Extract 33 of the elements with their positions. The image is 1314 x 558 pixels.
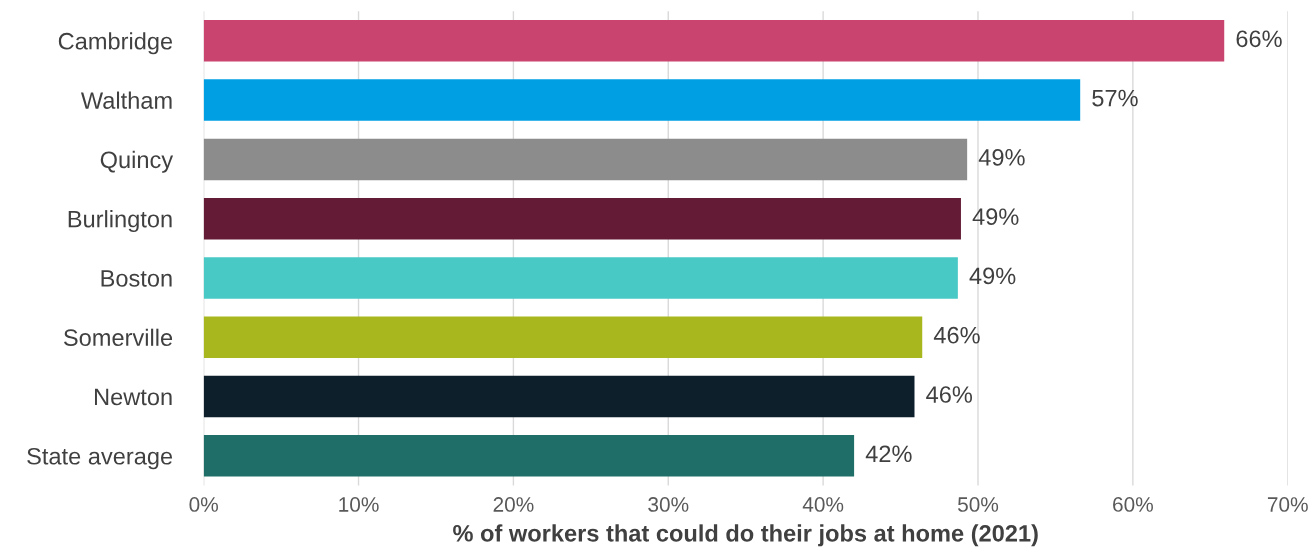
- x-tick-label: 20%: [493, 497, 534, 512]
- bar: [203, 197, 961, 240]
- bar: [203, 316, 923, 358]
- x-tick-label: 0%: [189, 497, 218, 512]
- data-label: 42%: [865, 445, 912, 463]
- y-tick-label: Somerville: [63, 328, 173, 347]
- bar: [203, 138, 968, 181]
- y-tick-label: Boston: [101, 270, 172, 287]
- x-tick-label: 10%: [339, 497, 379, 512]
- data-label: 49%: [972, 208, 1019, 225]
- y-tick-label: Waltham: [80, 91, 172, 109]
- y-tick-label: Newton: [95, 388, 172, 406]
- y-tick-label: Cambridge: [58, 32, 173, 55]
- y-tick-label: Quincy: [100, 150, 174, 173]
- bar: [203, 20, 1225, 62]
- bar: [203, 257, 958, 299]
- x-tick-label: 50%: [957, 497, 999, 512]
- x-tick-label: 60%: [1113, 497, 1153, 512]
- bar: [203, 375, 915, 418]
- bar: [203, 435, 855, 477]
- x-tick-label: 30%: [648, 497, 689, 512]
- bar: [203, 79, 1081, 121]
- y-tick-label: State average: [27, 447, 173, 470]
- y-tick-label: Burlington: [68, 210, 172, 233]
- data-label: 49%: [969, 267, 1016, 285]
- data-label: 46%: [926, 386, 973, 403]
- data-label: 49%: [978, 149, 1025, 166]
- data-label: 66%: [1236, 30, 1282, 48]
- data-label: 57%: [1092, 89, 1138, 107]
- x-axis-title: % of workers that could do their jobs at home (2021): [453, 524, 1038, 547]
- x-tick-label: 40%: [802, 497, 844, 512]
- x-tick-label: 70%: [1267, 497, 1308, 512]
- data-label: 46%: [933, 326, 980, 344]
